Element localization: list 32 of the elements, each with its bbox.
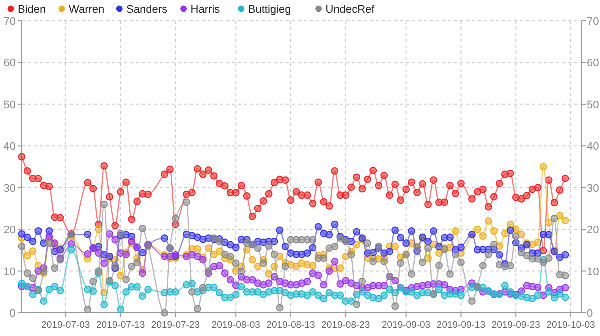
legend-label: Warren — [69, 4, 105, 16]
x-tick-label: 2019-08-03 — [212, 320, 260, 331]
legend-label: Biden — [18, 4, 46, 16]
x-tick-label: 2019-07-23 — [151, 320, 200, 331]
y2-tick-label: 50 — [587, 99, 600, 112]
y2-tick-label: 20 — [587, 224, 600, 237]
y-tick-label: 20 — [4, 224, 16, 237]
y2-tick-label: 0 — [587, 308, 594, 320]
x-tick-label: 2019-08-13 — [266, 320, 316, 331]
legend-label: Buttigieg — [248, 4, 292, 16]
legend-label: Sanders — [126, 4, 168, 16]
x-tick-label: 2019-09-13 — [436, 320, 486, 331]
x-tick-label: 2019-08-23 — [322, 320, 370, 331]
x-tick-label: 2019-09-03 — [382, 320, 431, 331]
x-tick-label: 2019-07-03 — [42, 320, 90, 331]
legend-label: Harris — [190, 4, 221, 16]
y-tick-label: 60 — [4, 58, 16, 70]
y-tick-label: 70 — [4, 16, 16, 28]
x-tick-label: 2019-10-03 — [546, 320, 596, 331]
y2-tick-label: 70 — [587, 16, 600, 28]
y-tick-label: 0 — [10, 308, 16, 320]
x-tick-label: 2019-07-13 — [96, 320, 146, 331]
y-tick-label: 40 — [4, 141, 16, 154]
y2-tick-label: 10 — [587, 266, 600, 278]
y-tick-label: 50 — [4, 99, 16, 112]
y2-tick-label: 60 — [587, 58, 600, 70]
legend-label: UndecRef — [326, 4, 376, 16]
y-tick-label: 10 — [4, 266, 16, 278]
y-tick-label: 30 — [4, 182, 16, 195]
y2-tick-label: 30 — [587, 182, 600, 195]
y2-tick-label: 40 — [587, 141, 600, 154]
x-tick-label: 2019-09-23 — [492, 320, 540, 331]
